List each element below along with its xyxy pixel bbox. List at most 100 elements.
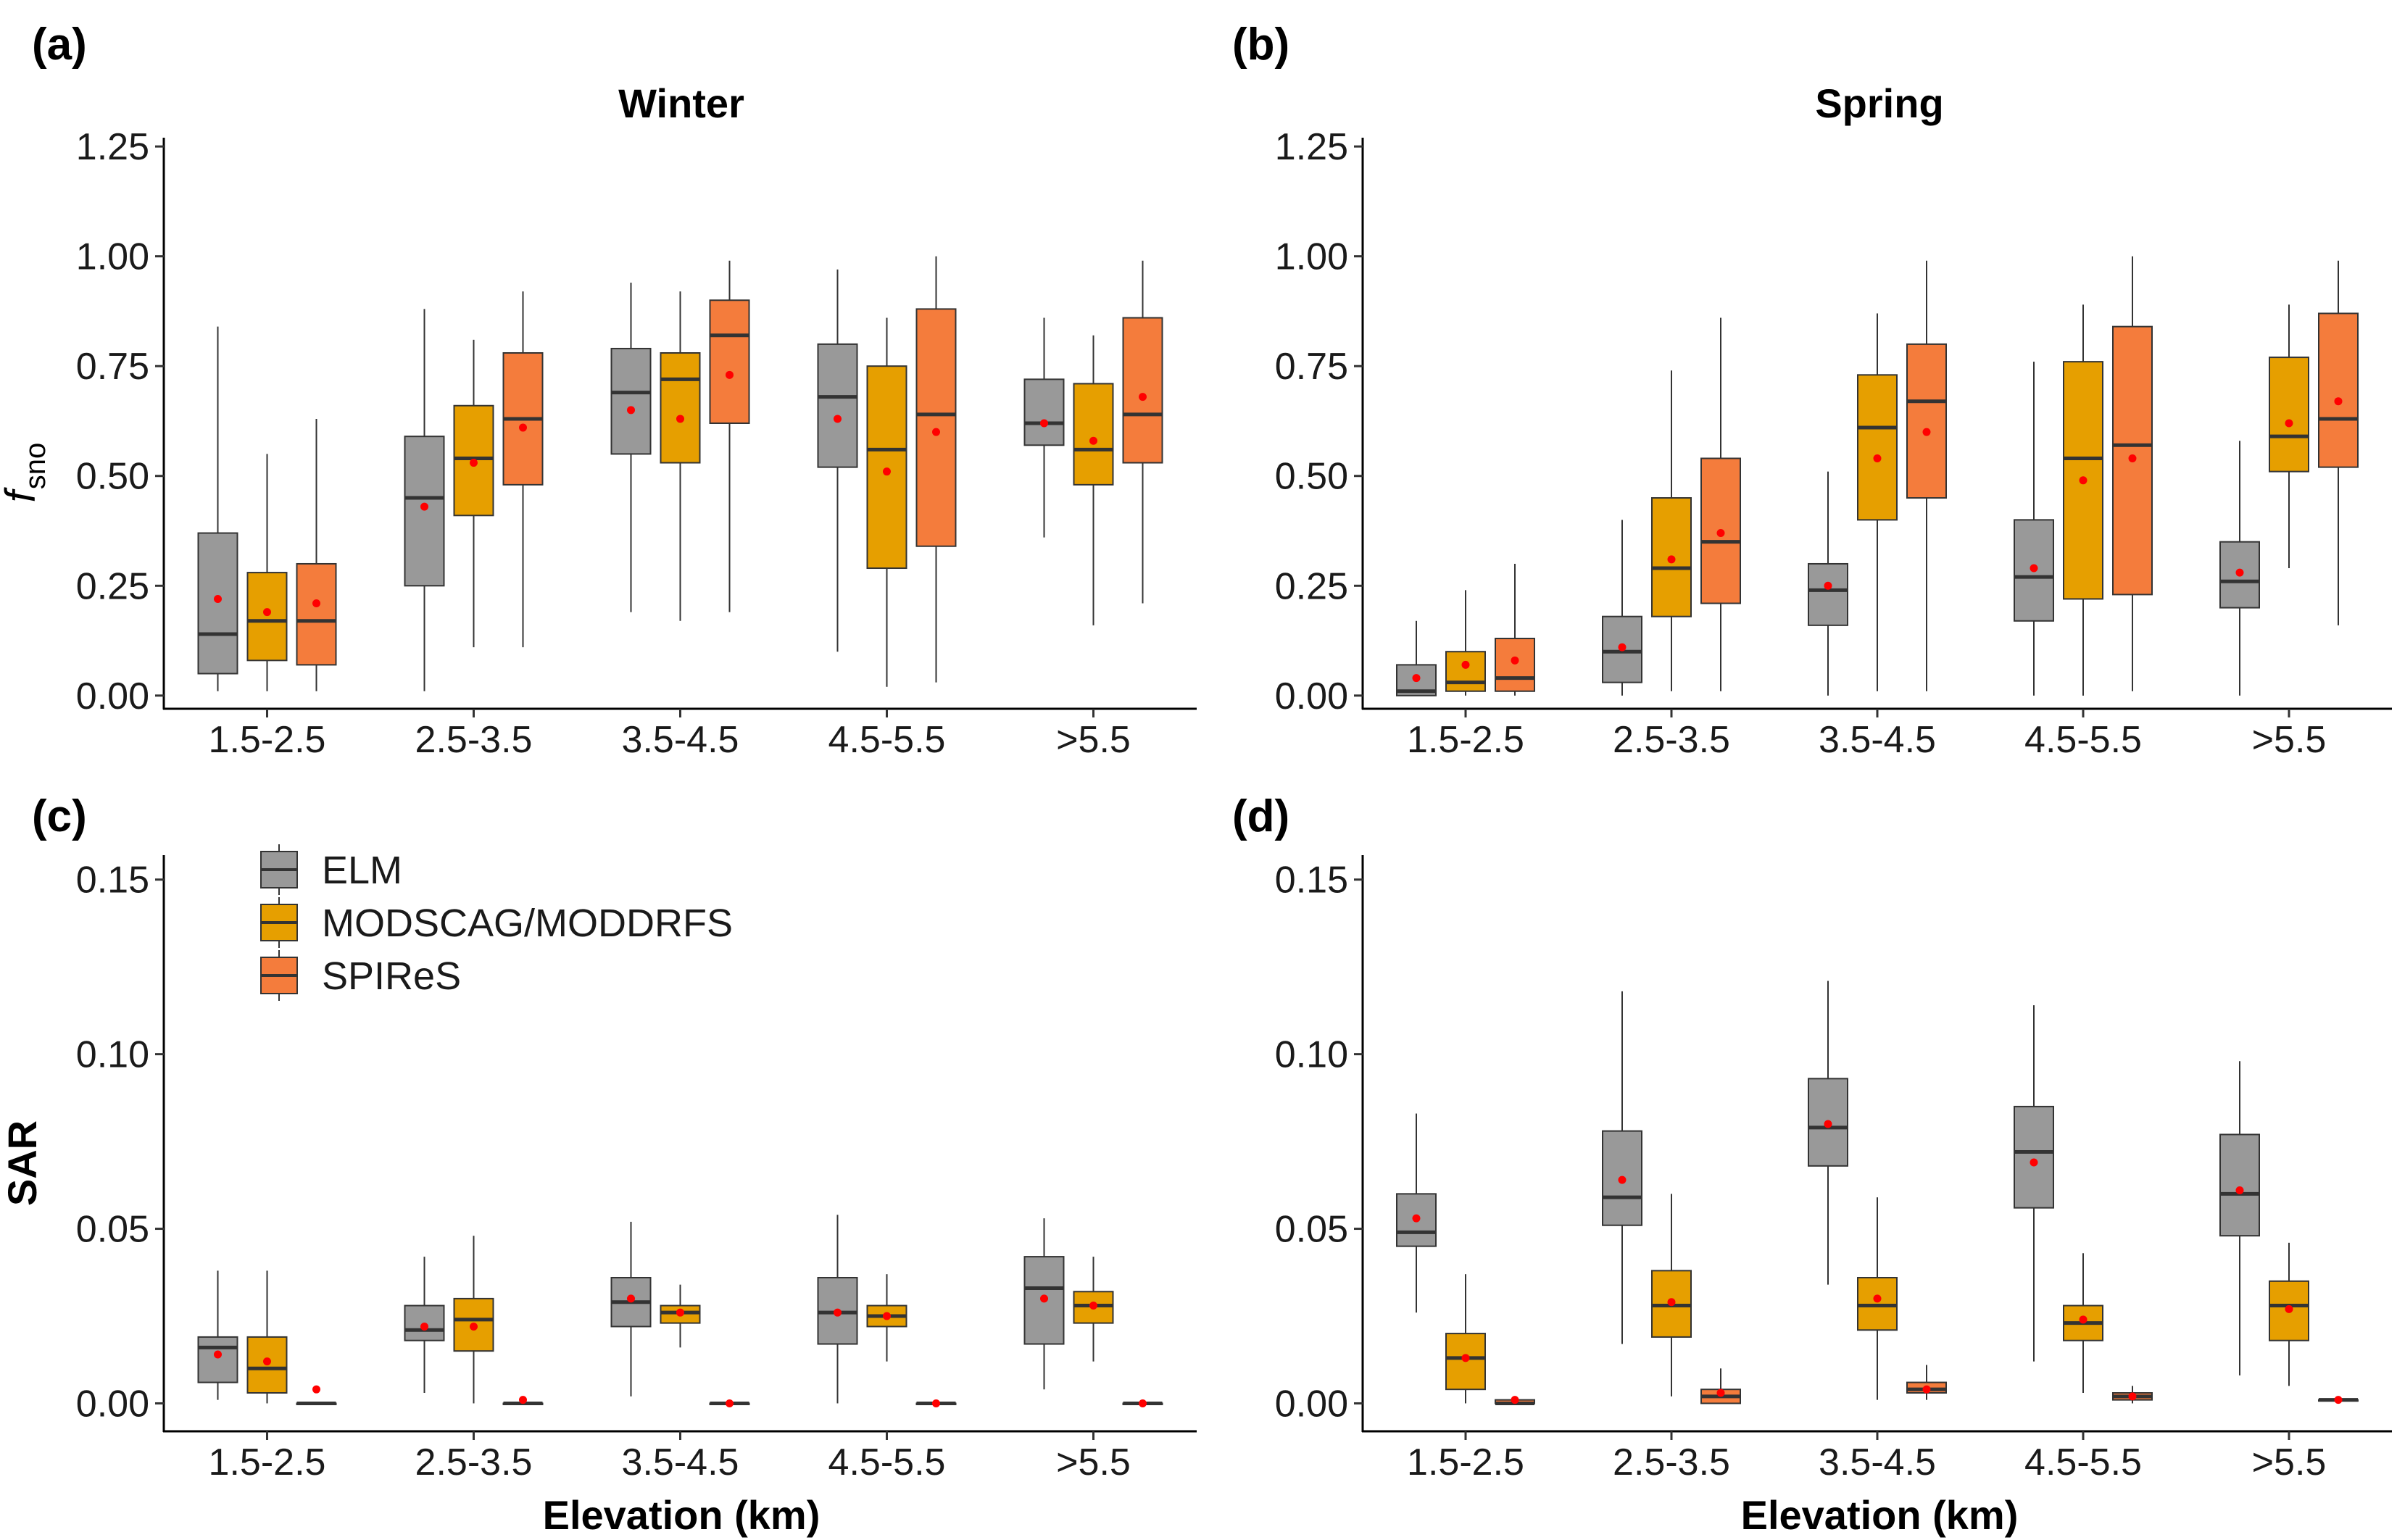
panel-title-b: Spring: [1815, 80, 1943, 126]
box-iqr: [660, 352, 701, 464]
y-tick-label: 0.00: [76, 675, 149, 717]
x-tick-label: 4.5-5.5: [2024, 719, 2142, 761]
mean-point: [2334, 1396, 2343, 1404]
box-iqr: [817, 343, 858, 468]
box-spires: [1495, 563, 1535, 696]
box-elm: [1808, 981, 1848, 1285]
box-elm: [197, 1270, 238, 1400]
mean-point: [1824, 1120, 1832, 1128]
box-elm: [404, 309, 445, 691]
mean-point: [1667, 1298, 1676, 1307]
box-elm: [1602, 520, 1642, 696]
box-modscag-moddrfs: [2269, 1242, 2309, 1386]
box-spires: [1906, 260, 1947, 691]
mean-point: [1716, 1389, 1725, 1397]
x-axis-title-c: Elevation (km): [543, 1492, 821, 1538]
mean-point: [470, 459, 478, 467]
box-modscag-moddrfs: [866, 317, 907, 687]
box-iqr: [1073, 383, 1114, 486]
box-spires: [2112, 256, 2153, 691]
box-spires: [502, 1396, 544, 1405]
box-elm: [2219, 441, 2260, 696]
box-modscag-moddrfs: [246, 454, 288, 691]
mean-point: [2128, 454, 2137, 462]
box-elm: [2219, 1061, 2260, 1375]
mean-point: [2235, 568, 2244, 577]
mean-point: [883, 1312, 891, 1320]
box-elm: [1808, 471, 1848, 696]
mean-point: [1824, 581, 1832, 590]
mean-point: [2030, 1158, 2038, 1167]
legend: ELM MODSCAG/MODDRFS SPIReS: [260, 844, 733, 1001]
x-axis-title-d: Elevation (km): [1741, 1492, 2019, 1538]
x-tick-label: 4.5-5.5: [828, 719, 946, 761]
box-iqr: [2219, 1133, 2260, 1237]
box-spires: [296, 1385, 337, 1405]
mean-point: [1412, 674, 1421, 683]
mean-point: [676, 415, 684, 423]
panel-letter-b: (b): [1232, 20, 1289, 70]
mean-point: [519, 1396, 527, 1404]
box-iqr: [296, 562, 337, 666]
box-modscag-moddrfs: [2063, 304, 2103, 696]
y-tick-label: 1.00: [76, 236, 149, 278]
y-tick-label: 1.25: [76, 126, 149, 168]
mean-point: [1139, 393, 1147, 401]
mean-point: [2030, 564, 2038, 573]
x-tick-label: >5.5: [1056, 1441, 1131, 1483]
box-modscag-moddrfs: [1651, 1194, 1692, 1397]
box-iqr: [2014, 1105, 2054, 1209]
box-elm: [817, 269, 858, 652]
mean-point: [519, 423, 527, 432]
x-tick-label: >5.5: [2252, 719, 2327, 761]
y-tick-label: 0.00: [1275, 1383, 1348, 1425]
legend-item-elm: ELM: [260, 844, 402, 895]
y-axis-title-a: fsno: [0, 443, 51, 503]
mean-point: [420, 502, 428, 511]
box-iqr: [1808, 562, 1848, 626]
y-tick-label: 0.50: [1275, 456, 1348, 498]
mean-point: [312, 599, 320, 608]
box-iqr: [709, 299, 750, 424]
box-elm: [197, 326, 238, 691]
mean-point: [726, 1399, 734, 1407]
box-spires: [502, 291, 544, 648]
box-spires: [1700, 1368, 1741, 1404]
box-spires: [2318, 1396, 2359, 1404]
box-iqr: [610, 347, 652, 455]
box-iqr: [1445, 651, 1486, 692]
mean-point: [214, 594, 222, 603]
legend-label-spires: SPIReS: [322, 954, 461, 998]
box-spires: [1495, 1396, 1535, 1405]
box-iqr: [246, 572, 288, 662]
mean-point: [2079, 476, 2087, 485]
x-tick-label: 3.5-4.5: [1819, 1441, 1936, 1483]
box-spires: [1700, 317, 1741, 691]
box-iqr: [1906, 343, 1947, 499]
panel-title-a: Winter: [618, 80, 744, 126]
mean-point: [1511, 656, 1519, 665]
mean-point: [1412, 1214, 1421, 1223]
mean-point: [263, 1357, 271, 1366]
mean-point: [214, 1350, 222, 1359]
box-spires: [915, 256, 957, 683]
y-tick-label: 0.15: [76, 860, 149, 902]
box-spires: [2112, 1386, 2153, 1404]
y-tick-label: 0.00: [1275, 675, 1348, 717]
y-tick-label: 0.05: [76, 1209, 149, 1251]
mean-point: [726, 370, 734, 379]
box-modscag-moddrfs: [1651, 370, 1692, 691]
mean-point: [263, 608, 271, 617]
box-modscag-moddrfs: [1857, 1197, 1898, 1400]
box-iqr: [197, 532, 238, 675]
box-iqr: [2269, 357, 2309, 473]
box-modscag-moddrfs: [1857, 313, 1898, 691]
mean-point: [312, 1385, 320, 1394]
box-elm: [1023, 317, 1065, 538]
y-tick-label: 0.50: [76, 456, 149, 498]
mean-point: [834, 1308, 842, 1317]
mean-point: [2235, 1186, 2244, 1195]
y-tick-label: 1.00: [1275, 236, 1348, 278]
box-spires: [1122, 260, 1163, 604]
